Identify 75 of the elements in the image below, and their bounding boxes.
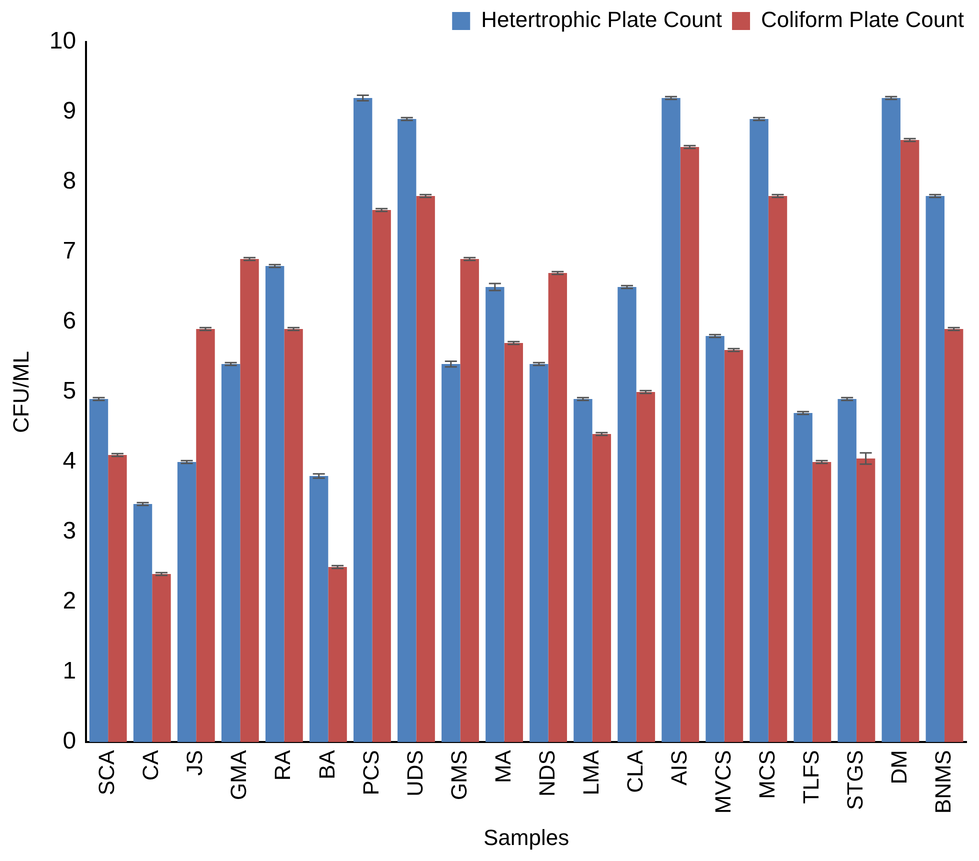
bar <box>177 462 196 742</box>
bar <box>592 434 612 742</box>
bar <box>265 266 284 742</box>
bar <box>812 462 832 742</box>
bar <box>944 329 964 742</box>
bar <box>706 336 724 742</box>
y-tick-label: 0 <box>62 728 76 755</box>
bar <box>900 140 920 742</box>
x-tick-label: PCS <box>358 750 384 796</box>
bar <box>768 196 788 742</box>
x-tick-label: GMA <box>226 750 252 800</box>
bar <box>398 119 416 742</box>
y-tick-label: 2 <box>62 588 76 615</box>
bar <box>442 364 460 742</box>
x-tick-label: RA <box>270 750 296 781</box>
bar <box>724 350 744 742</box>
bar <box>856 458 876 742</box>
bar <box>460 259 479 742</box>
bar <box>221 364 240 742</box>
bar <box>284 329 303 742</box>
bar <box>618 287 636 742</box>
bar <box>838 399 856 742</box>
bar <box>108 455 127 742</box>
x-tick-label: UDS <box>402 750 428 796</box>
y-axis-title: CFU/ML <box>8 351 34 433</box>
y-tick-label: 5 <box>62 378 76 405</box>
x-tick-label: TLFS <box>798 750 824 804</box>
y-tick-label: 3 <box>62 518 76 545</box>
bar <box>530 364 548 742</box>
bar <box>486 287 504 742</box>
y-tick-label: 10 <box>49 28 76 55</box>
bar <box>133 504 152 742</box>
legend-label: Coliform Plate Count <box>761 7 964 32</box>
x-tick-label: MA <box>490 750 516 784</box>
x-tick-label: LMA <box>578 750 604 796</box>
x-tick-label: SCA <box>94 750 120 796</box>
y-tick-label: 4 <box>62 448 76 475</box>
bar <box>328 567 347 742</box>
bar <box>662 98 680 742</box>
bar <box>152 574 171 742</box>
bar <box>636 392 656 742</box>
bar <box>196 329 215 742</box>
x-axis-title: Samples <box>483 824 570 850</box>
x-tick-label: CA <box>138 750 164 781</box>
x-tick-label: GMS <box>446 750 472 800</box>
bar <box>926 196 944 742</box>
x-tick-label: MCS <box>754 750 780 799</box>
y-tick-label: 6 <box>62 308 76 335</box>
bar <box>750 119 768 742</box>
x-tick-label: AIS <box>666 750 692 786</box>
bar <box>372 210 391 742</box>
y-tick-label: 8 <box>62 168 76 195</box>
x-tick-label: CLA <box>622 750 648 793</box>
bar <box>240 259 259 742</box>
x-tick-label: MVCS <box>710 750 736 814</box>
bar <box>504 343 523 742</box>
bar <box>882 98 900 742</box>
y-tick-label: 7 <box>62 238 76 265</box>
bar <box>416 196 435 742</box>
legend-label: Hetertrophic Plate Count <box>481 7 722 32</box>
bar <box>574 399 592 742</box>
x-tick-label: NDS <box>534 750 560 796</box>
bar <box>794 413 812 742</box>
bar <box>548 273 568 742</box>
x-tick-label: BNMS <box>930 750 956 814</box>
y-tick-label: 9 <box>62 98 76 125</box>
bar <box>89 399 108 742</box>
y-tick-label: 1 <box>62 658 76 685</box>
bar <box>309 476 328 742</box>
bar <box>354 98 372 742</box>
x-tick-label: BA <box>314 750 340 780</box>
x-tick-label: STGS <box>842 750 868 810</box>
x-tick-label: DM <box>886 750 912 784</box>
x-tick-label: JS <box>182 750 208 776</box>
bar <box>680 147 700 742</box>
